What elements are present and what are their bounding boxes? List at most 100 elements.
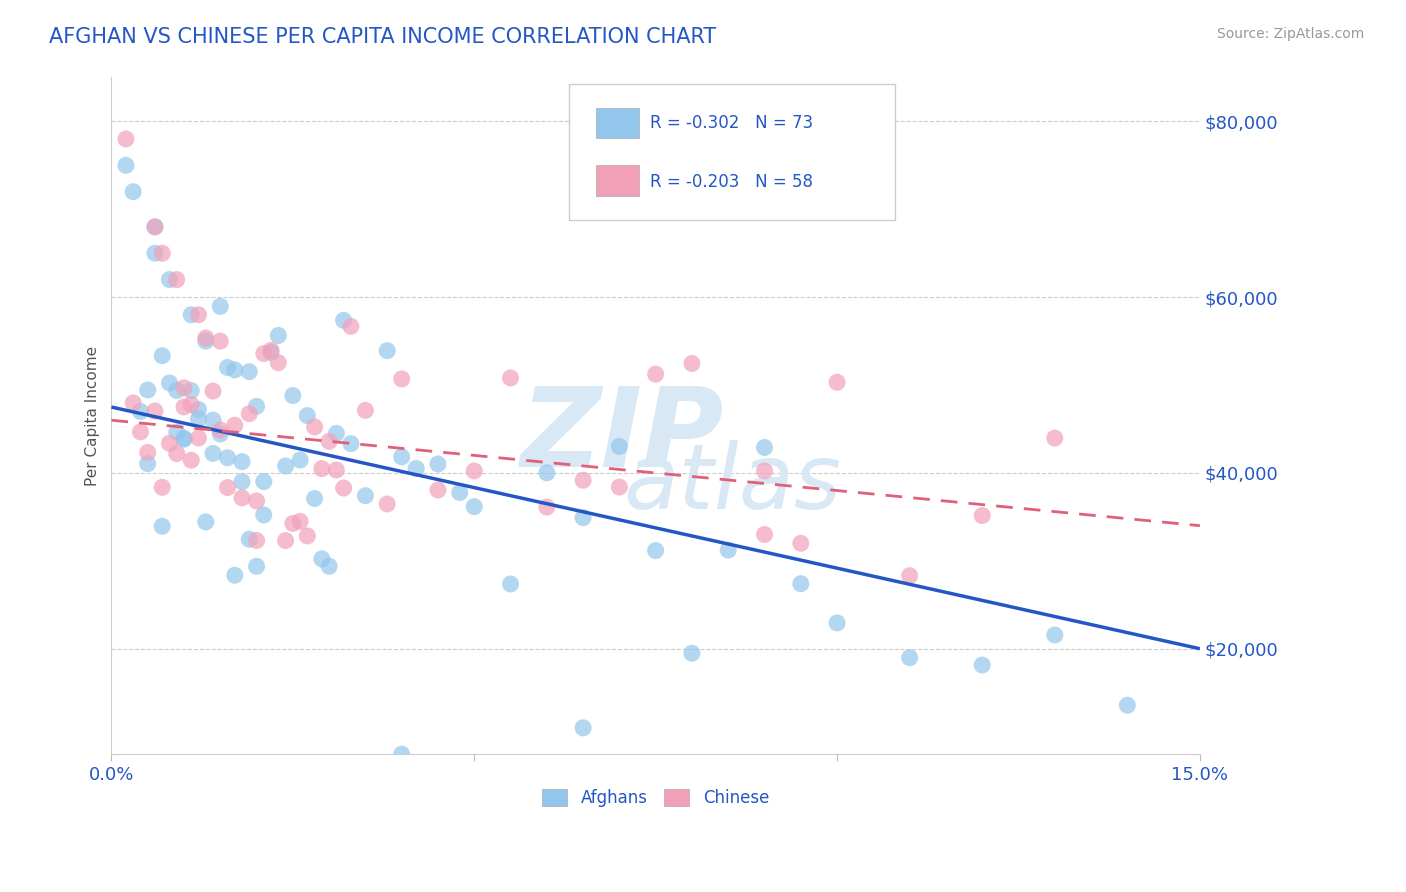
Point xyxy=(609,480,631,494)
Point xyxy=(340,319,363,334)
Point xyxy=(180,397,202,411)
Point xyxy=(297,529,319,543)
Point xyxy=(325,426,347,441)
Point xyxy=(304,491,326,506)
Point xyxy=(129,425,152,439)
Point xyxy=(609,439,631,453)
Point xyxy=(173,381,195,395)
Point xyxy=(499,371,522,385)
Point xyxy=(536,500,558,515)
Point xyxy=(115,158,138,172)
FancyBboxPatch shape xyxy=(568,84,896,219)
Point xyxy=(194,334,217,348)
Point xyxy=(253,346,276,360)
Text: R = -0.203   N = 58: R = -0.203 N = 58 xyxy=(650,173,813,192)
Point xyxy=(180,384,202,398)
Point xyxy=(201,413,224,427)
Point xyxy=(898,568,921,582)
Point xyxy=(187,308,209,322)
Point xyxy=(194,515,217,529)
Point xyxy=(187,411,209,425)
Legend: Afghans, Chinese: Afghans, Chinese xyxy=(536,782,776,814)
Point xyxy=(201,446,224,460)
Point xyxy=(754,527,776,541)
Point xyxy=(288,453,311,467)
Point xyxy=(166,425,188,439)
Y-axis label: Per Capita Income: Per Capita Income xyxy=(86,346,100,486)
Point xyxy=(201,384,224,398)
Point xyxy=(136,457,159,471)
Point xyxy=(159,376,181,390)
Point xyxy=(681,646,703,660)
Text: AFGHAN VS CHINESE PER CAPITA INCOME CORRELATION CHART: AFGHAN VS CHINESE PER CAPITA INCOME CORR… xyxy=(49,27,717,46)
Point xyxy=(536,466,558,480)
Point xyxy=(354,489,377,503)
Point xyxy=(274,458,297,473)
Point xyxy=(209,427,232,442)
Point xyxy=(1043,628,1066,642)
Point xyxy=(332,481,354,495)
Point xyxy=(572,510,595,524)
Point xyxy=(281,388,304,402)
Point xyxy=(209,299,232,313)
Point xyxy=(187,431,209,445)
Point xyxy=(644,367,666,381)
Point xyxy=(245,494,267,508)
Point xyxy=(267,328,290,343)
Point xyxy=(253,475,276,489)
Point xyxy=(260,345,283,359)
Point xyxy=(115,132,138,146)
Point xyxy=(136,445,159,459)
Point xyxy=(375,497,398,511)
Point xyxy=(231,475,253,489)
Point xyxy=(187,402,209,417)
Point xyxy=(180,308,202,322)
Point xyxy=(325,463,347,477)
Point xyxy=(217,481,239,495)
Point xyxy=(150,519,173,533)
Point xyxy=(304,420,326,434)
Point xyxy=(754,441,776,455)
Point xyxy=(281,516,304,531)
Point xyxy=(426,457,449,471)
Point xyxy=(143,219,166,234)
Point xyxy=(166,447,188,461)
Point xyxy=(449,485,471,500)
Point xyxy=(238,407,260,421)
Point xyxy=(122,396,145,410)
Point xyxy=(122,185,145,199)
Point xyxy=(159,436,181,450)
Point xyxy=(173,400,195,414)
Point xyxy=(217,450,239,465)
Point xyxy=(311,552,333,566)
Point xyxy=(224,363,246,377)
Point xyxy=(274,533,297,548)
Point xyxy=(245,533,267,548)
Point xyxy=(972,508,994,523)
Point xyxy=(150,246,173,260)
Point xyxy=(717,543,740,558)
Point xyxy=(136,383,159,397)
Point xyxy=(332,313,354,327)
Point xyxy=(173,431,195,445)
Point xyxy=(143,219,166,234)
Point xyxy=(166,272,188,286)
Point xyxy=(790,536,813,550)
Point xyxy=(499,577,522,591)
FancyBboxPatch shape xyxy=(596,165,640,196)
Point xyxy=(159,272,181,286)
Point xyxy=(267,356,290,370)
Point xyxy=(245,559,267,574)
Point xyxy=(129,404,152,418)
Point xyxy=(318,434,340,449)
Point xyxy=(288,514,311,528)
Point xyxy=(194,331,217,345)
Text: atlas: atlas xyxy=(623,440,841,527)
Point xyxy=(463,464,485,478)
Point xyxy=(825,615,848,630)
Point xyxy=(405,461,427,475)
Point xyxy=(166,384,188,398)
Point xyxy=(311,461,333,475)
Point xyxy=(426,483,449,497)
Point xyxy=(231,491,253,505)
